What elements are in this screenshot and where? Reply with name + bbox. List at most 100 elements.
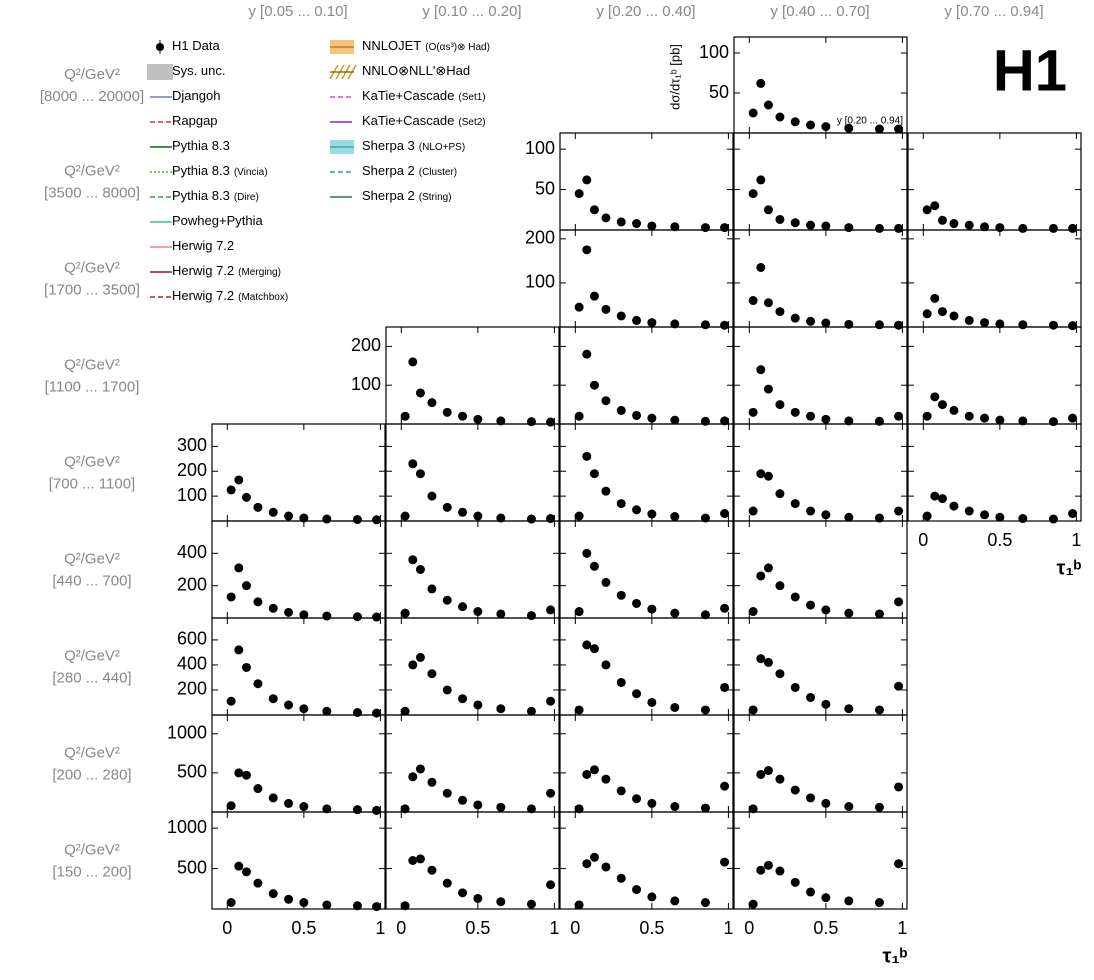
data-point (299, 610, 309, 620)
data-point (226, 485, 236, 495)
data-point (756, 262, 766, 272)
data-point (894, 782, 904, 792)
data-point (372, 708, 382, 718)
data-point (415, 652, 425, 662)
data-point (589, 291, 599, 301)
data-point (616, 590, 626, 600)
data-point (241, 867, 251, 877)
data-point (922, 205, 932, 215)
x-tick-label: 0.5 (291, 918, 316, 938)
data-point (775, 400, 785, 410)
y-tick-label: 100 (699, 42, 729, 62)
data-point (415, 388, 425, 398)
data-point (775, 581, 785, 591)
data-point (299, 513, 309, 523)
y-tick-label: 200 (177, 679, 207, 699)
panel-frame (733, 811, 908, 910)
data-point (496, 802, 506, 812)
data-point (700, 705, 710, 715)
legend-label: Djangoh (172, 88, 220, 103)
data-point (821, 414, 831, 424)
legend-label: NNLOJET (O(αs³)⊗ Had) (362, 38, 490, 53)
data-point (546, 696, 556, 706)
legend-label: Powheg+Pythia (172, 213, 263, 228)
legend-name: Pythia 8.3 (172, 188, 230, 203)
data-point (756, 769, 766, 779)
data-point (526, 514, 536, 524)
data-point (949, 311, 959, 321)
data-point (299, 898, 309, 908)
panel-frame (385, 714, 560, 813)
data-point (775, 669, 785, 679)
x-tick-label: 0.5 (465, 918, 490, 938)
data-point (874, 705, 884, 715)
legend-name: Sherpa 2 (362, 188, 415, 203)
data-point (806, 220, 816, 230)
legend-label: Sherpa 3 (NLO+PS) (362, 138, 465, 153)
panel-frame (733, 714, 908, 813)
data-point (442, 878, 452, 888)
data-point (442, 685, 452, 695)
data-point (427, 398, 437, 408)
data-point (756, 865, 766, 875)
x-axis-label: τ₁ᵇ (882, 945, 907, 967)
data-point (930, 392, 940, 402)
data-point (322, 900, 332, 910)
data-point (415, 764, 425, 774)
data-point (806, 887, 816, 897)
data-point (647, 413, 657, 423)
row-label-q2: Q²/GeV² (64, 66, 120, 83)
data-point (427, 669, 437, 679)
data-point (496, 609, 506, 619)
data-point (670, 896, 680, 906)
data-point (670, 702, 680, 712)
data-point (601, 304, 611, 314)
legend-name: KaTie+Cascade (362, 113, 454, 128)
data-point (458, 888, 468, 898)
data-point (582, 175, 592, 185)
legend-label: Sys. unc. (172, 63, 225, 78)
legend-note: (Merging) (238, 267, 281, 278)
data-point (894, 223, 904, 233)
data-point (473, 700, 483, 710)
data-point (647, 318, 657, 328)
data-point (458, 602, 468, 612)
data-point (756, 571, 766, 581)
data-point (844, 802, 854, 812)
legend-name: NNLOJET (362, 38, 421, 53)
data-point (400, 411, 410, 421)
row-label-range: [280 ... 440] (52, 669, 131, 686)
x-tick-label: 1 (1071, 530, 1081, 550)
column-label: y [0.70 ... 0.94] (944, 3, 1043, 20)
data-point (756, 469, 766, 479)
data-point (763, 298, 773, 308)
data-point (1018, 320, 1028, 330)
y-axis-label: dσ/dτ₁ᵇ [pb] (667, 44, 682, 110)
data-point (980, 413, 990, 423)
y-tick-label: 500 (177, 857, 207, 877)
data-point (821, 221, 831, 231)
data-point (496, 513, 506, 523)
data-point (821, 318, 831, 328)
legend-swatch (156, 43, 164, 51)
data-point (980, 510, 990, 520)
legend-name: Djangoh (172, 88, 220, 103)
legend-name: H1 Data (172, 38, 220, 53)
legend-note: (Cluster) (419, 167, 457, 178)
data-point (844, 608, 854, 618)
data-point (284, 894, 294, 904)
data-point (458, 795, 468, 805)
data-point (980, 318, 990, 328)
data-point (473, 414, 483, 424)
y-tick-label: 300 (177, 435, 207, 455)
data-point (400, 608, 410, 618)
legend-label: Pythia 8.3 (Dire) (172, 188, 259, 203)
y-tick-label: 1000 (167, 723, 207, 743)
data-point (408, 459, 418, 469)
data-point (442, 407, 452, 417)
data-point (763, 563, 773, 573)
data-point (670, 802, 680, 812)
data-point (980, 222, 990, 232)
data-point (995, 512, 1005, 522)
